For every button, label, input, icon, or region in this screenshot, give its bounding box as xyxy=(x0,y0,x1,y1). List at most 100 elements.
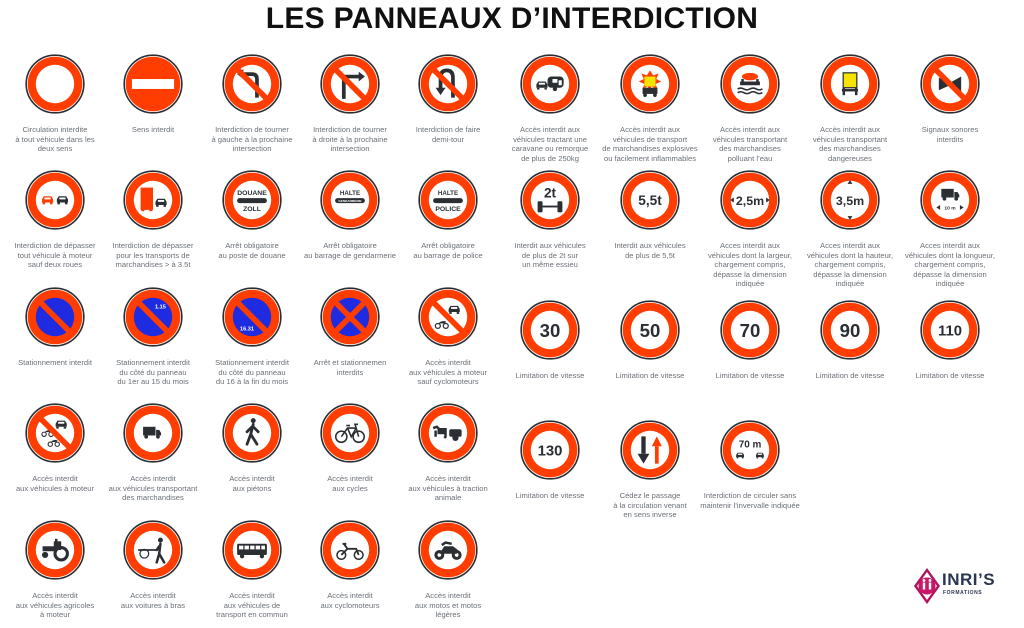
interdit-cyclomoteurs-sign-icon xyxy=(319,519,381,581)
caption-line: Limitation de vitesse xyxy=(515,371,585,380)
sign-caption: Accès interdit aux motos et motos légères xyxy=(393,591,503,620)
interdit-motos-sign-icon xyxy=(417,519,479,581)
caption-line: dépasse la dimension xyxy=(813,269,887,279)
svg-text:70: 70 xyxy=(740,320,761,341)
sign-caption: Accès interdit aux véhicules de transport… xyxy=(595,125,705,163)
caption-line: Arrêt obligatoire xyxy=(421,241,475,250)
caption-line: tout véhicule à moteur xyxy=(17,250,93,260)
sign-caption: Acces interdit aux véhicules dont la larg… xyxy=(695,241,805,289)
caption-line: Circulation interdite xyxy=(22,125,88,134)
caption-line: maintenir l’invervalle indiquée xyxy=(700,500,800,510)
svg-text:POLICE: POLICE xyxy=(435,206,461,213)
caption-line: au barrage de gendarmerie xyxy=(303,250,397,260)
caption-line: Arrêt obligatoire xyxy=(323,241,377,250)
svg-text:50: 50 xyxy=(640,320,661,341)
caption-line: à droite à la prochaine xyxy=(312,134,388,144)
svg-text:DOUANE: DOUANE xyxy=(237,190,267,197)
caption-line: Limitation de vitesse xyxy=(615,371,685,380)
caption-line: sauf deux roues xyxy=(27,260,83,270)
caption-line: des marchandises xyxy=(719,144,781,154)
arret-police-sign-icon: HALTE POLICE xyxy=(417,169,479,231)
sign-caption: Accès interdit aux cyclomoteurs xyxy=(295,591,405,610)
caption-line: sauf cyclomoteurs xyxy=(417,377,479,387)
caption-line: Accès interdit xyxy=(229,591,275,600)
caption-line: indiquée xyxy=(835,279,865,289)
signaux-sonores-interdits-sign-icon xyxy=(919,53,981,115)
caption-line: Interdiction de tourner xyxy=(313,125,387,134)
caption-line: Accès interdit xyxy=(130,591,176,600)
sign-caption: Interdiction de tourner à gauche à la pro… xyxy=(197,125,307,154)
interdit-marchandises-sign-icon xyxy=(122,402,184,464)
caption-line: dépasse la dimension xyxy=(913,269,987,279)
caption-line: à tout véhicule dans les xyxy=(15,134,95,144)
intervalle-70m-sign-icon: 70 m xyxy=(719,419,781,481)
sign-caption: Cédez le passage à la circulation venant e… xyxy=(595,491,705,520)
limitation-50-sign-icon: 50 xyxy=(619,299,681,361)
interdit-depasser-sign-icon xyxy=(24,169,86,231)
sign-caption: Circulation interdite à tout véhicule dan… xyxy=(0,125,110,154)
svg-text:110: 110 xyxy=(938,324,962,340)
sign-caption: Accès interdit aux véhicules transportant… xyxy=(695,125,805,163)
svg-text:1.15: 1.15 xyxy=(155,304,166,310)
limite-largeur-sign-icon: 2,5m xyxy=(719,169,781,231)
caption-line: Accès interdit aux xyxy=(520,125,580,134)
interdit-moteur-sauf-cyclo-sign-icon xyxy=(417,286,479,348)
caption-line: Acces interdit aux xyxy=(720,241,780,250)
svg-text:HALTE: HALTE xyxy=(438,190,458,197)
caption-line: des marchandises xyxy=(122,493,184,503)
caption-line: de plus de 2t sur xyxy=(521,250,579,260)
interdit-transport-commun-sign-icon xyxy=(221,519,283,581)
caption-line: animale xyxy=(434,493,462,503)
svg-text:2t: 2t xyxy=(544,186,557,201)
interdit-depasser-poids-lourds-sign-icon xyxy=(122,169,184,231)
sign-caption: Accès interdit aux véhicules tractant une… xyxy=(495,125,605,163)
caption-line: Accès interdit aux xyxy=(720,125,780,134)
caption-line: Accès interdit xyxy=(425,474,471,483)
caption-line: Accès interdit xyxy=(32,591,78,600)
caption-line: Signaux sonores xyxy=(921,125,979,134)
caption-line: du 16 à la fin du mois xyxy=(215,377,289,387)
caption-line: demi-tour xyxy=(431,134,465,144)
sign-caption: Interdiction de faire demi-tour xyxy=(393,125,503,144)
caption-line: aux véhicules transportant xyxy=(108,483,198,493)
sign-caption: Limitation de vitesse xyxy=(495,491,605,501)
interdit-demi-tour-sign-icon xyxy=(417,53,479,115)
sign-caption: Interdiction de tourner à droite à la pro… xyxy=(295,125,405,154)
caption-line: Accès interdit xyxy=(327,591,373,600)
caption-line: véhicules transportant xyxy=(712,134,788,144)
sign-caption: Stationnement interdit du côté du panneau… xyxy=(98,358,208,387)
caption-line: Accès interdit xyxy=(425,591,471,600)
caption-line: deux sens xyxy=(37,144,73,154)
sign-caption: Arrêt obligatoire au poste de douane xyxy=(197,241,307,260)
caption-line: véhicules transportant xyxy=(812,134,888,144)
caption-line: de marchandises explosives xyxy=(602,144,698,154)
sign-caption: Accès interdit aux véhicules à moteur sauf… xyxy=(393,358,503,387)
limite-essieu-2t-sign-icon: 2t xyxy=(519,169,581,231)
sign-caption: Interdiction de dépasser tout véhicule à … xyxy=(0,241,110,270)
caption-line: Accès interdit xyxy=(32,474,78,483)
svg-text:70 m: 70 m xyxy=(739,440,762,451)
arret-douane-sign-icon: DOUANE ZOLL xyxy=(221,169,283,231)
caption-line: polluant l’eau xyxy=(727,153,773,163)
svg-text:16.31: 16.31 xyxy=(240,327,254,333)
caption-line: du côté du panneau xyxy=(218,367,286,377)
caption-line: Limitation de vitesse xyxy=(515,491,585,500)
caption-line: véhicules de transport xyxy=(612,134,688,144)
cedez-passage-sign-icon xyxy=(619,419,681,481)
interdit-voitures-bras-sign-icon xyxy=(122,519,184,581)
sens-interdit-sign-icon xyxy=(122,53,184,115)
logo-name: INRI’S xyxy=(942,570,996,589)
limitation-130-sign-icon: 130 xyxy=(519,419,581,481)
arret-gendarmerie-sign-icon: HALTE GENDARMERIE xyxy=(319,169,381,231)
interdit-caravane-sign-icon xyxy=(519,53,581,115)
stationnement-interdit-sign-icon xyxy=(24,286,86,348)
caption-line: au barrage de police xyxy=(413,250,483,260)
caption-line: aux piétons xyxy=(232,483,272,493)
limitation-30-sign-icon: 30 xyxy=(519,299,581,361)
caption-line: en sens inverse xyxy=(623,510,677,520)
sign-caption: Limitation de vitesse xyxy=(795,371,905,381)
caption-line: dépasse la dimension xyxy=(713,269,787,279)
caption-line: Stationnement interdit xyxy=(215,358,289,367)
sign-caption: Stationnement interdit du côté du panneau… xyxy=(197,358,307,387)
caption-line: Stationnement interdit xyxy=(116,358,190,367)
